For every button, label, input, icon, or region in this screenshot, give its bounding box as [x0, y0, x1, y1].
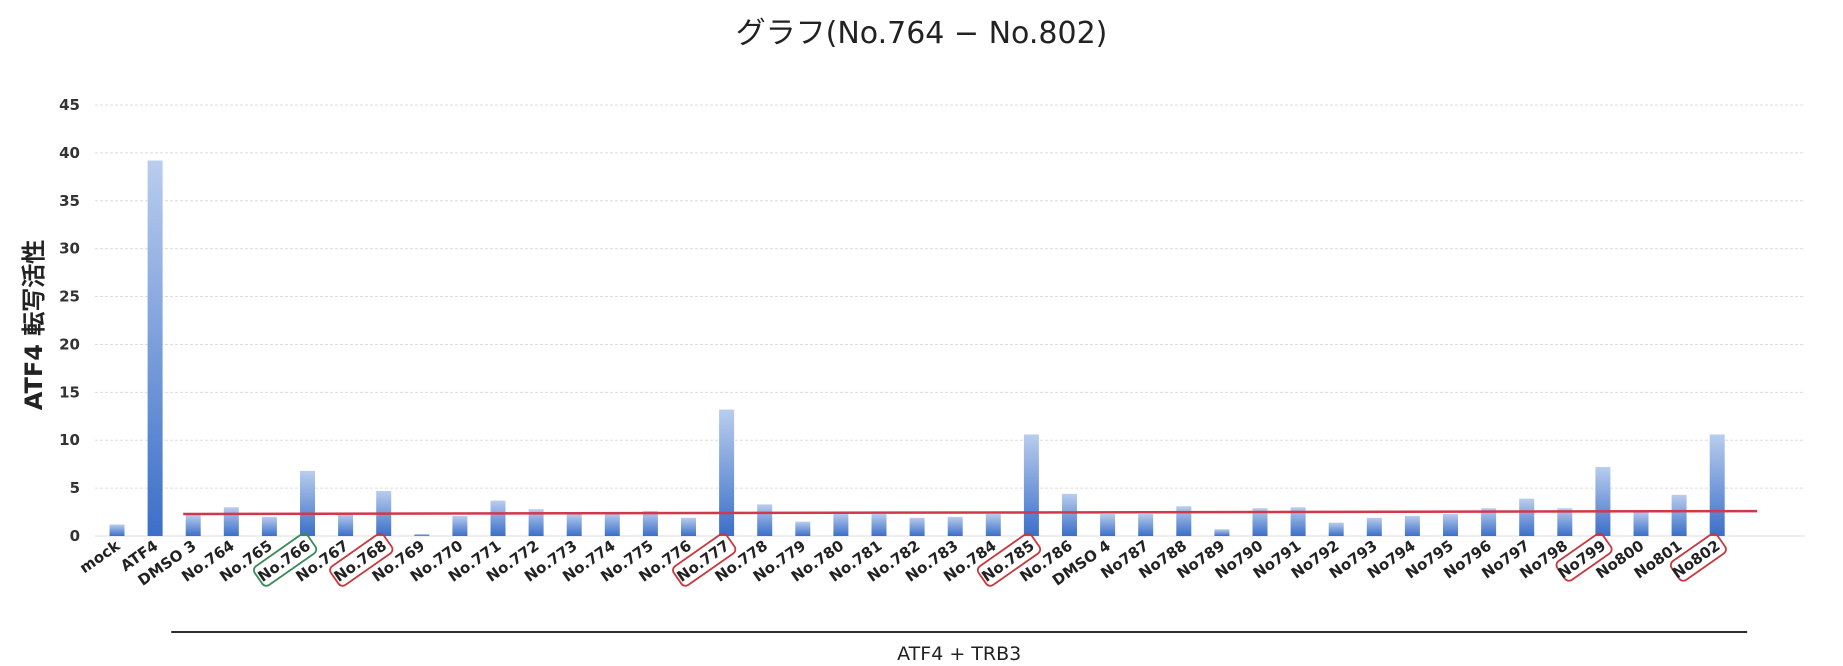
group-bracket-label: ATF4 + TRB3 [897, 643, 1021, 665]
bar [1138, 513, 1154, 536]
bar [1481, 508, 1497, 536]
bar [566, 513, 582, 536]
x-tick-text: mock [76, 536, 124, 577]
bar [1709, 434, 1725, 536]
bar [1633, 511, 1649, 536]
highlight-box [672, 532, 737, 587]
bar [490, 500, 506, 536]
y-tick-label: 35 [59, 192, 80, 210]
bar [1443, 513, 1458, 536]
bar [642, 511, 658, 536]
y-tick-label: 40 [59, 144, 80, 162]
y-tick-label: 10 [59, 431, 80, 449]
bar [1290, 507, 1306, 536]
bar [1595, 467, 1611, 536]
bar [1100, 513, 1116, 536]
bar [795, 521, 811, 536]
bar [300, 470, 315, 536]
bar [147, 160, 163, 536]
bar [1328, 522, 1344, 536]
bar [1404, 515, 1420, 536]
bar [1557, 508, 1573, 536]
y-tick-label: 0 [70, 527, 80, 545]
reference-line [183, 509, 1758, 516]
chart-title: グラフ(No.764 − No.802) [735, 16, 1108, 51]
bar [871, 513, 887, 536]
bar [338, 513, 354, 536]
bar [109, 524, 125, 536]
highlight-box [1555, 532, 1613, 582]
bar [1519, 498, 1535, 536]
bar [261, 516, 277, 536]
highlight-box [253, 532, 318, 587]
y-axis-label: ATF4 転写活性 [20, 240, 48, 411]
y-tick-label: 30 [59, 240, 80, 258]
x-tick-label: mock [76, 536, 124, 577]
group-bracket: ATF4 + TRB3 [171, 631, 1748, 665]
bar [757, 504, 773, 536]
reference-line-layer [183, 509, 1758, 516]
highlight-box [329, 532, 394, 587]
bar [1252, 508, 1268, 536]
bar [833, 513, 849, 536]
bar [1062, 493, 1077, 536]
bar [414, 534, 430, 536]
bar [528, 509, 544, 536]
y-tick-label: 45 [59, 96, 80, 114]
bar [681, 517, 696, 536]
bar [1176, 506, 1192, 536]
bar [452, 515, 468, 536]
bar [604, 513, 620, 536]
y-tick-label: 20 [59, 335, 80, 353]
y-tick-label: 15 [59, 383, 80, 401]
y-axis-ticks: 0 5 10 15 20 25 30 35 40 45 [59, 96, 80, 545]
bar [719, 409, 735, 536]
highlight-box [1669, 532, 1727, 582]
bars [109, 160, 1725, 536]
bar [1671, 494, 1687, 536]
bar [1214, 529, 1230, 536]
bar [185, 514, 201, 536]
bar [223, 507, 239, 536]
bar [985, 513, 1001, 536]
y-tick-label: 5 [70, 479, 80, 497]
bar [947, 516, 963, 536]
bar [1023, 434, 1039, 536]
grid-layer [95, 104, 1805, 537]
bar [909, 517, 925, 536]
highlight-box [976, 532, 1042, 587]
bar [1366, 517, 1382, 536]
y-tick-label: 25 [59, 288, 80, 306]
